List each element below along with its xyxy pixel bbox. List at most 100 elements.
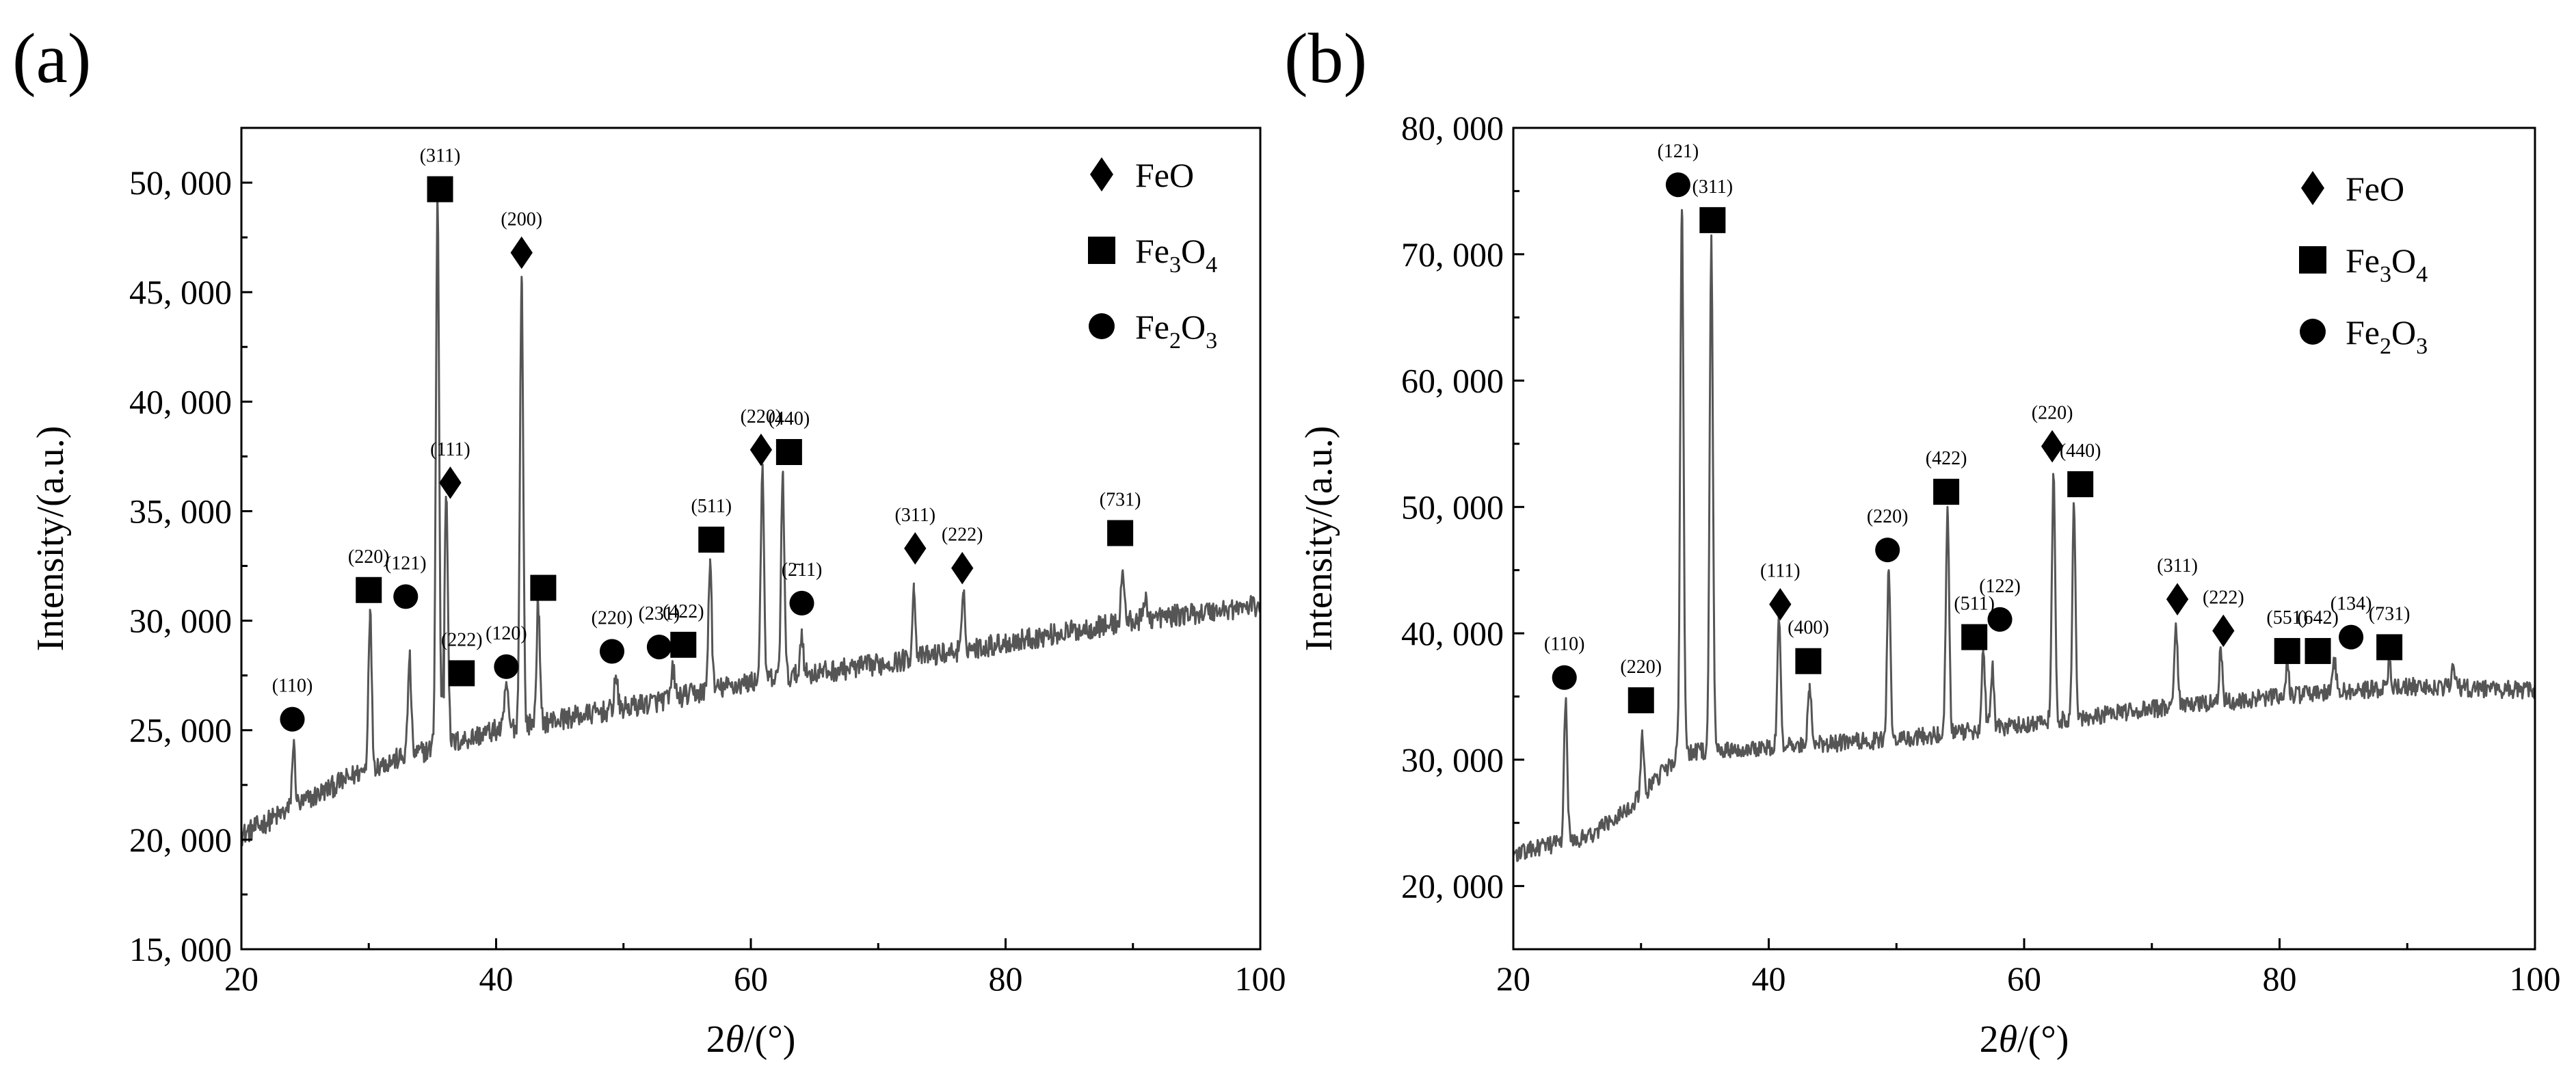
legend-entry-label: Fe2O3: [2346, 313, 2428, 359]
peak-square-marker: [670, 631, 697, 658]
peak-hkl-label: (231): [639, 603, 680, 624]
peak-square-marker: [2067, 471, 2094, 498]
panel-a: (a) 20 40 60 80 100 15, 000 20, 000 25, 000 30, 0…: [12, 19, 1286, 1061]
peak-hkl-label: (220): [1620, 657, 1662, 678]
peak-hkl-label: (642): [2297, 607, 2339, 628]
x-tick-label: 40: [1752, 959, 1786, 998]
peak-circle-marker: [393, 584, 419, 609]
peak-square-marker: [1933, 479, 1960, 505]
peak-square-marker: [1107, 520, 1134, 546]
peak-hkl-label: (551): [2266, 607, 2308, 628]
peak-hkl-label: (731): [1100, 489, 1141, 510]
legend-entry-label: FeO: [1135, 156, 1194, 194]
y-tick-label: 30, 000: [1401, 741, 1504, 779]
peak-hkl-label: (121): [385, 553, 427, 574]
plot-frame: [1512, 127, 2536, 951]
peak-hkl-label: (121): [1658, 141, 1699, 162]
peak-diamond-marker: [2041, 429, 2064, 463]
legend-entry-label: FeO: [2346, 170, 2404, 208]
peak-square-marker: [1699, 207, 1726, 233]
peak-hkl-label: (440): [769, 408, 810, 429]
y-axis-title: Intensity/(a.u.): [1298, 426, 1340, 652]
peak-square-marker: [1961, 624, 1988, 650]
peak-circle-marker: [646, 634, 672, 660]
panel-label: (b): [1284, 19, 1367, 98]
y-tick-label: 20, 000: [129, 821, 232, 859]
peak-hkl-label: (220): [1867, 506, 1909, 527]
peak-hkl-label: (511): [1954, 594, 1995, 615]
peak-hkl-label: (400): [1788, 618, 1829, 639]
peak-circle-marker: [1552, 665, 1577, 690]
y-tick-label: 45, 000: [129, 273, 232, 311]
peak-hkl-label: (222): [441, 629, 483, 650]
peak-hkl-label: (220): [741, 406, 782, 427]
x-tick-label: 80: [989, 959, 1023, 998]
panel-b: (b) 20 40 60 80 100 20, 000 30, 000 40, 000 50, 0…: [1284, 19, 2561, 1061]
peak-hkl-label: (511): [691, 496, 732, 517]
legend-square-icon: [2299, 246, 2326, 274]
peak-hkl-label: (311): [1692, 176, 1734, 198]
peak-square-marker: [530, 574, 557, 601]
peak-circle-marker: [494, 654, 519, 679]
x-tick-label: 80: [2263, 959, 2297, 998]
peak-diamond-marker: [2166, 583, 2189, 615]
peak-hkl-label: (222): [2203, 587, 2244, 608]
peak-hkl-label: (220): [348, 546, 390, 568]
legend-entry-label: Fe3O4: [2346, 241, 2428, 287]
peak-diamond-marker: [904, 532, 927, 565]
peak-square-marker: [356, 577, 382, 603]
y-tick-label: 70, 000: [1401, 235, 1504, 274]
y-tick-label: 30, 000: [129, 602, 232, 640]
x-tick-label: 60: [2007, 959, 2041, 998]
peak-hkl-label: (311): [2157, 555, 2198, 577]
peak-hkl-label: (311): [894, 505, 935, 526]
peak-square-marker: [1628, 687, 1654, 714]
peak-diamond-marker: [1769, 587, 1792, 621]
xrd-trace: [241, 199, 1262, 847]
peak-hkl-label: (122): [1979, 576, 2021, 597]
x-tick-label: 60: [734, 959, 768, 998]
peak-square-marker: [2274, 637, 2300, 664]
peak-square-marker: [449, 660, 475, 687]
peak-hkl-label: (2̄11): [782, 559, 823, 581]
y-tick-label: 50, 000: [1401, 488, 1504, 526]
peak-square-marker: [1795, 648, 1822, 674]
peak-square-marker: [427, 176, 453, 202]
y-tick-label: 80, 000: [1401, 109, 1504, 147]
legend-entry-label: Fe3O4: [1135, 232, 1217, 278]
legend-entry-label: Fe2O3: [1135, 308, 1217, 354]
y-tick-label: 60, 000: [1401, 362, 1504, 400]
peak-circle-marker: [2339, 624, 2364, 650]
peak-diamond-marker: [2212, 614, 2235, 648]
y-tick-label: 40, 000: [1401, 614, 1504, 652]
legend-square-icon: [1088, 237, 1115, 264]
peak-hkl-label: (120): [486, 623, 527, 644]
peak-hkl-label: (311): [420, 146, 461, 167]
y-tick-label: 20, 000: [1401, 867, 1504, 905]
legend-diamond-icon: [2301, 171, 2324, 205]
x-tick-label: 20: [224, 959, 258, 998]
x-tick-label: 40: [479, 959, 514, 998]
panel-label: (a): [12, 19, 91, 98]
peak-circle-marker: [599, 639, 625, 664]
peak-circle-marker: [1987, 607, 2013, 632]
y-tick-label: 25, 000: [129, 711, 232, 750]
peak-hkl-label: (110): [1544, 634, 1585, 655]
peak-hkl-label: (222): [942, 525, 983, 546]
x-axis-title: 2θ/(°): [1980, 1018, 2069, 1061]
y-axis-title: Intensity/(a.u.): [29, 426, 72, 652]
peak-diamond-marker: [439, 466, 462, 499]
peak-diamond-marker: [510, 236, 533, 269]
peak-circle-marker: [789, 590, 814, 616]
peak-hkl-label: (422): [663, 601, 704, 622]
peak-hkl-label: (731): [2369, 603, 2411, 624]
peak-hkl-label: (220): [592, 607, 633, 628]
peak-hkl-label: (110): [272, 676, 313, 697]
peak-diamond-marker: [749, 434, 773, 466]
peak-circle-marker: [280, 706, 305, 732]
peak-hkl-label: (111): [1760, 561, 1801, 582]
legend-circle-icon: [2300, 319, 2326, 345]
x-tick-label: 20: [1496, 959, 1530, 998]
peak-square-marker: [2305, 637, 2331, 664]
